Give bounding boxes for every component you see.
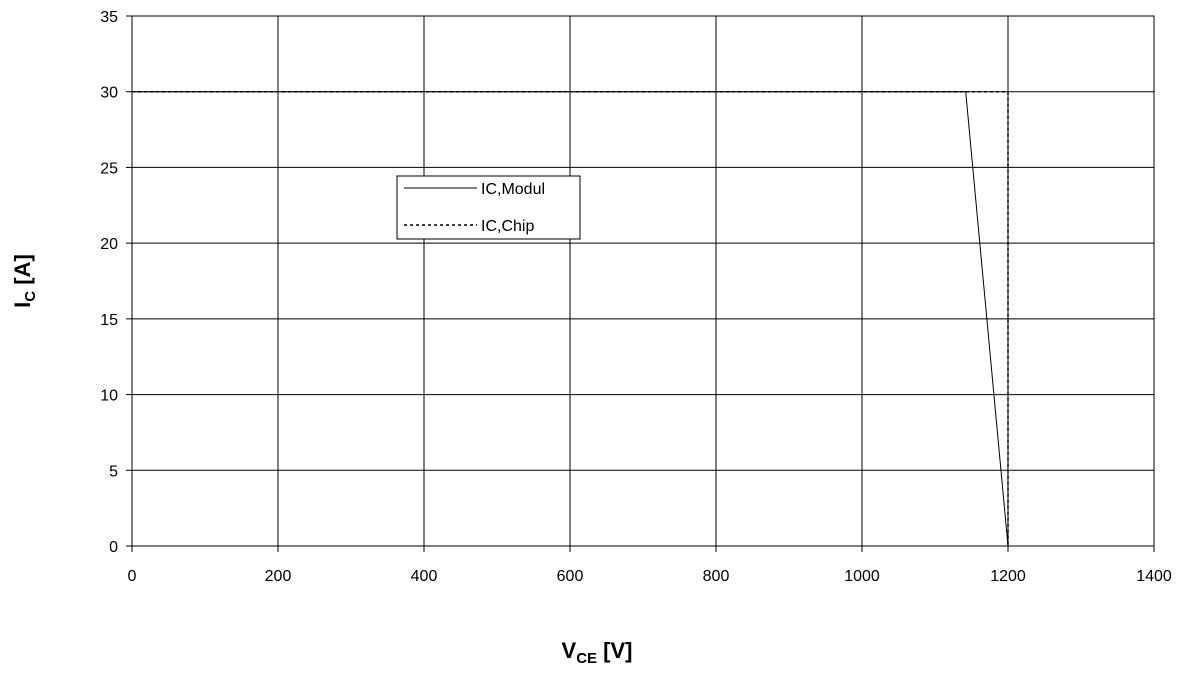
y-axis-title: IC [A]	[10, 254, 39, 308]
y-tick-label: 5	[109, 463, 118, 480]
plot-frame	[131, 15, 1155, 547]
y-tick-label: 0	[109, 539, 118, 556]
x-tick-label: 400	[411, 568, 438, 585]
legend-label-chip: IC,Chip	[481, 218, 534, 235]
x-tick-label: 200	[265, 568, 292, 585]
y-tick-label: 35	[100, 9, 118, 26]
y-tick-label: 25	[100, 160, 118, 177]
x-tick-label: 800	[703, 568, 730, 585]
y-tick-label: 30	[100, 85, 118, 102]
legend-label-modul: IC,Modul	[481, 181, 545, 198]
x-tick-label: 1200	[990, 568, 1026, 585]
series-layer	[132, 90, 1009, 547]
x-tick-label: 1400	[1136, 568, 1172, 585]
y-tick-label: 10	[100, 388, 118, 405]
y-tick-label: 20	[100, 236, 118, 253]
legend: IC,Modul IC,Chip	[396, 175, 581, 240]
x-axis-title: VCE [V]	[562, 638, 633, 667]
x-tick-label: 1000	[844, 568, 880, 585]
tick-labels: 0 200 400 600 800 1000 1200 1400 0 5 10 15 20 25 30 35	[100, 9, 1172, 585]
x-tick-label: 0	[128, 568, 137, 585]
y-tick-label: 15	[100, 312, 118, 329]
x-tick-label: 600	[557, 568, 584, 585]
legend-box	[396, 175, 581, 240]
series-line-ic-chip	[132, 90, 1009, 546]
